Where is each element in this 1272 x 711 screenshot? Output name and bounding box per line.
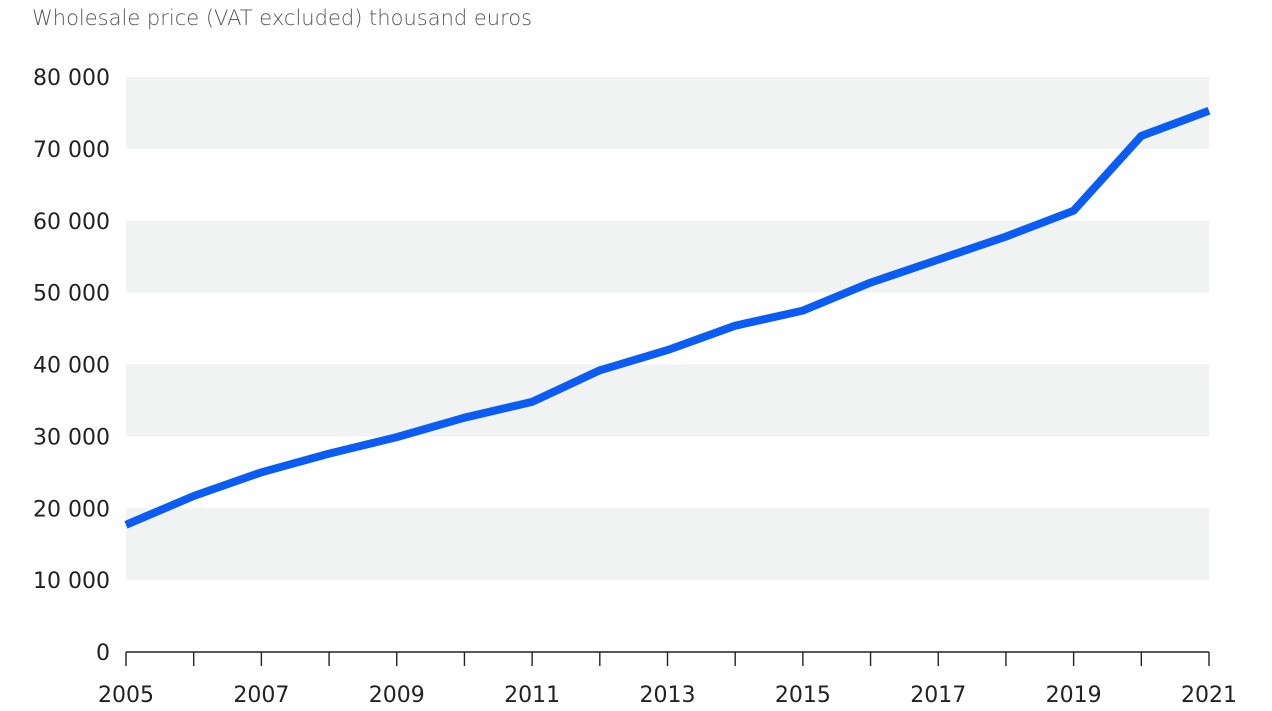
grid-band (126, 220, 1209, 293)
grid-band (126, 508, 1209, 581)
y-tick-label: 60 000 (33, 210, 110, 235)
x-tick-label: 2007 (233, 683, 289, 708)
y-tick-label: 40 000 (33, 354, 110, 379)
series-group (124, 107, 1211, 529)
grid-bands (126, 77, 1209, 581)
x-tick-label: 2017 (910, 683, 966, 708)
y-tick-label: 70 000 (33, 138, 110, 163)
grid-band (126, 77, 1209, 149)
x-tick-label: 2015 (775, 683, 831, 708)
y-tick-label: 50 000 (33, 282, 110, 307)
series-line (124, 107, 1211, 529)
x-axis: 2005 2007 2009 2011 2013 2015 2017 2019 2021 (98, 651, 1237, 708)
grid-band (126, 364, 1209, 437)
x-tick-label: 2009 (369, 683, 425, 708)
x-tick-label: 2019 (1046, 683, 1102, 708)
y-tick-label: 10 000 (33, 569, 110, 594)
x-tick-label: 2021 (1181, 683, 1237, 708)
x-tick-label: 2005 (98, 683, 154, 708)
chart-title: Wholesale price (VAT excluded) thousand … (32, 6, 533, 30)
y-tick-label: 80 000 (33, 66, 110, 91)
y-tick-label: 0 (96, 641, 110, 666)
x-tick-label: 2011 (504, 683, 560, 708)
y-tick-label: 30 000 (33, 425, 110, 450)
x-tick-label: 2013 (640, 683, 696, 708)
y-tick-label: 20 000 (33, 497, 110, 522)
y-axis: 0 10 000 20 000 30 000 40 000 50 000 60 000 70 … (33, 66, 110, 666)
